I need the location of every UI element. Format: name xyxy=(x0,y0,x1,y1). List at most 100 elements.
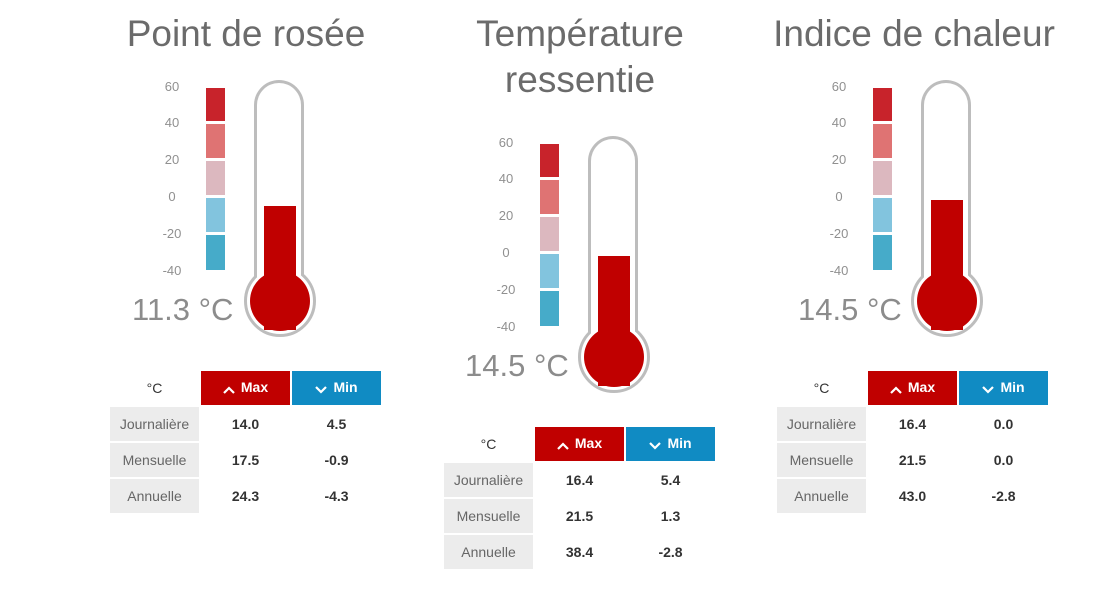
scale-label: 20 xyxy=(831,152,847,167)
min-label: Min xyxy=(333,379,358,396)
panel-title: Indice de chaleur xyxy=(773,13,1055,54)
stats-table: °C Max Min Journalière 16.4 5.4 Mensuell… xyxy=(442,425,717,571)
min-header[interactable]: Min xyxy=(292,371,381,405)
min-value: -2.8 xyxy=(959,479,1048,513)
panel-title: Température ressentie xyxy=(476,13,684,100)
min-value: -2.8 xyxy=(626,535,715,569)
max-value: 38.4 xyxy=(535,535,624,569)
scale-label: 60 xyxy=(831,79,847,94)
max-value: 16.4 xyxy=(868,407,957,441)
unit-header: °C xyxy=(777,371,866,405)
scale-segment xyxy=(206,88,225,121)
mercury-bulb xyxy=(250,271,310,331)
scale-label: -40 xyxy=(496,319,516,334)
min-value: 4.5 xyxy=(292,407,381,441)
scale-segment xyxy=(873,235,892,270)
min-label: Min xyxy=(667,435,692,452)
scale-label: -40 xyxy=(829,263,849,278)
scale-segment xyxy=(206,124,225,158)
scale-segment xyxy=(540,144,559,177)
chevron-down-icon xyxy=(649,437,662,453)
max-value: 43.0 xyxy=(868,479,957,513)
scale-label: 20 xyxy=(164,152,180,167)
chevron-up-icon xyxy=(890,381,902,397)
scale-label: 60 xyxy=(164,79,180,94)
scale-segment xyxy=(206,235,225,270)
current-reading: 14.5 °C xyxy=(798,292,902,327)
stats-table: °C Max Min Journalière 14.0 4.5 Mensuell… xyxy=(108,369,383,515)
min-value: -4.3 xyxy=(292,479,381,513)
current-reading: 14.5 °C xyxy=(465,348,569,383)
stats-table: °C Max Min Journalière 16.4 0.0 Mensuell… xyxy=(775,369,1050,515)
table-row: Mensuelle 17.5 -0.9 xyxy=(110,443,381,477)
max-value: 16.4 xyxy=(535,463,624,497)
scale-label: 40 xyxy=(164,115,180,130)
max-value: 21.5 xyxy=(535,499,624,533)
min-label: Min xyxy=(1000,379,1025,396)
mercury-bulb xyxy=(584,327,644,387)
max-value: 24.3 xyxy=(201,479,290,513)
scale-segment xyxy=(873,124,892,158)
scale-label: -20 xyxy=(162,226,182,241)
scale-label: 40 xyxy=(498,171,514,186)
chevron-up-icon xyxy=(223,381,235,397)
scale-segment xyxy=(873,88,892,121)
table-row: Annuelle 38.4 -2.8 xyxy=(444,535,715,569)
table-row: Annuelle 24.3 -4.3 xyxy=(110,479,381,513)
row-label: Mensuelle xyxy=(444,499,533,533)
scale-label: 0 xyxy=(835,189,843,204)
min-value: -0.9 xyxy=(292,443,381,477)
scale-segment xyxy=(873,161,892,195)
scale-label: 0 xyxy=(168,189,176,204)
min-header[interactable]: Min xyxy=(626,427,715,461)
scale-label: -20 xyxy=(496,282,516,297)
scale-segment xyxy=(540,180,559,214)
max-value: 21.5 xyxy=(868,443,957,477)
row-label: Annuelle xyxy=(777,479,866,513)
max-header[interactable]: Max xyxy=(201,371,290,405)
thermometer-gauge: 60 40 20 0 -20 -40 11.3 °C xyxy=(132,79,410,340)
row-label: Journalière xyxy=(777,407,866,441)
panel-title: Point de rosée xyxy=(126,13,366,54)
mercury-bulb xyxy=(917,271,977,331)
scale-label: -40 xyxy=(162,263,182,278)
table-row: Annuelle 43.0 -2.8 xyxy=(777,479,1048,513)
max-header[interactable]: Max xyxy=(535,427,624,461)
min-value: 1.3 xyxy=(626,499,715,533)
scale-label: 0 xyxy=(502,245,510,260)
current-reading: 11.3 °C xyxy=(132,292,234,327)
scale-segment xyxy=(206,198,225,232)
table-row: Mensuelle 21.5 0.0 xyxy=(777,443,1048,477)
table-row: Journalière 14.0 4.5 xyxy=(110,407,381,441)
min-header[interactable]: Min xyxy=(959,371,1048,405)
row-label: Mensuelle xyxy=(110,443,199,477)
unit-header: °C xyxy=(110,371,199,405)
scale-label: 40 xyxy=(831,115,847,130)
row-label: Mensuelle xyxy=(777,443,866,477)
scale-label: 60 xyxy=(498,135,514,150)
scale-segment xyxy=(873,198,892,232)
scale-segment xyxy=(540,291,559,326)
max-label: Max xyxy=(574,435,603,452)
min-value: 0.0 xyxy=(959,407,1048,441)
chevron-down-icon xyxy=(982,381,995,397)
max-label: Max xyxy=(907,379,936,396)
min-value: 5.4 xyxy=(626,463,715,497)
table-row: Journalière 16.4 0.0 xyxy=(777,407,1048,441)
thermometer-gauge: 60 40 20 0 -20 -40 14.5 °C xyxy=(465,135,744,396)
row-label: Annuelle xyxy=(444,535,533,569)
scale-label: -20 xyxy=(829,226,849,241)
row-label: Journalière xyxy=(444,463,533,497)
chevron-down-icon xyxy=(315,381,328,397)
row-label: Journalière xyxy=(110,407,199,441)
min-value: 0.0 xyxy=(959,443,1048,477)
scale-segment xyxy=(540,254,559,288)
unit-header: °C xyxy=(444,427,533,461)
scale-label: 20 xyxy=(498,208,514,223)
thermometer-gauge: 60 40 20 0 -20 -40 14.5 °C xyxy=(798,79,1077,340)
chevron-up-icon xyxy=(557,437,569,453)
max-header[interactable]: Max xyxy=(868,371,957,405)
max-label: Max xyxy=(240,379,269,396)
max-value: 17.5 xyxy=(201,443,290,477)
table-row: Journalière 16.4 5.4 xyxy=(444,463,715,497)
